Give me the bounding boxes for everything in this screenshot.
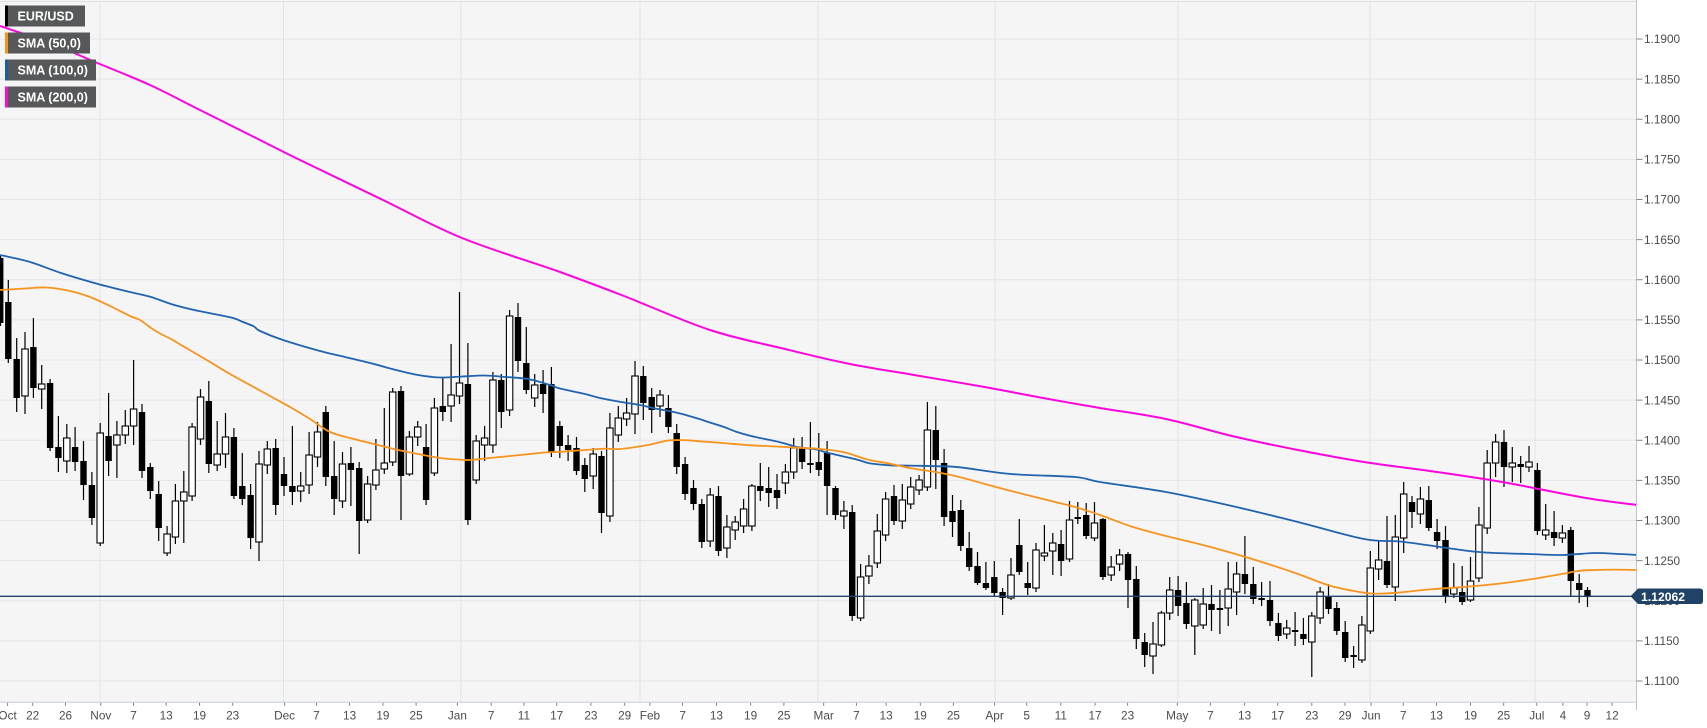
svg-text:17: 17 bbox=[550, 708, 563, 722]
svg-text:23: 23 bbox=[226, 708, 240, 722]
svg-text:4: 4 bbox=[1560, 708, 1567, 722]
svg-text:19: 19 bbox=[744, 708, 757, 722]
svg-text:29: 29 bbox=[618, 708, 631, 722]
svg-text:SMA (50,0): SMA (50,0) bbox=[18, 37, 81, 51]
svg-text:25: 25 bbox=[947, 708, 961, 722]
svg-text:13: 13 bbox=[710, 708, 724, 722]
svg-text:25: 25 bbox=[1497, 708, 1511, 722]
svg-text:Apr: Apr bbox=[985, 708, 1003, 722]
svg-text:Oct: Oct bbox=[0, 708, 17, 722]
svg-text:1.1650: 1.1650 bbox=[1644, 233, 1681, 247]
svg-text:1.12062: 1.12062 bbox=[1641, 590, 1685, 604]
svg-text:25: 25 bbox=[777, 708, 791, 722]
svg-text:Jan: Jan bbox=[448, 708, 467, 722]
svg-text:13: 13 bbox=[880, 708, 894, 722]
svg-text:SMA (100,0): SMA (100,0) bbox=[18, 64, 88, 78]
svg-text:7: 7 bbox=[488, 708, 495, 722]
svg-text:SMA (200,0): SMA (200,0) bbox=[18, 91, 88, 105]
svg-text:1.1250: 1.1250 bbox=[1644, 554, 1681, 568]
svg-text:17: 17 bbox=[1088, 708, 1101, 722]
svg-text:23: 23 bbox=[584, 708, 598, 722]
svg-text:7: 7 bbox=[679, 708, 686, 722]
svg-text:Mar: Mar bbox=[814, 708, 834, 722]
svg-text:11: 11 bbox=[1055, 708, 1067, 722]
svg-text:1.1750: 1.1750 bbox=[1644, 153, 1681, 167]
svg-text:7: 7 bbox=[313, 708, 320, 722]
svg-text:Nov: Nov bbox=[90, 708, 111, 722]
svg-text:5: 5 bbox=[1023, 708, 1030, 722]
svg-text:7: 7 bbox=[853, 708, 860, 722]
svg-text:13: 13 bbox=[1238, 708, 1252, 722]
svg-text:1.1100: 1.1100 bbox=[1644, 674, 1680, 688]
svg-text:19: 19 bbox=[376, 708, 389, 722]
svg-text:13: 13 bbox=[343, 708, 357, 722]
svg-text:1.1300: 1.1300 bbox=[1644, 514, 1681, 528]
svg-text:May: May bbox=[1166, 708, 1188, 722]
svg-text:Jul: Jul bbox=[1529, 708, 1544, 722]
svg-text:1.1400: 1.1400 bbox=[1644, 434, 1681, 448]
svg-text:23: 23 bbox=[1121, 708, 1135, 722]
svg-text:19: 19 bbox=[914, 708, 927, 722]
svg-text:1.1550: 1.1550 bbox=[1644, 313, 1681, 327]
svg-text:19: 19 bbox=[193, 708, 206, 722]
svg-text:19: 19 bbox=[1464, 708, 1477, 722]
svg-text:13: 13 bbox=[1430, 708, 1444, 722]
svg-text:12: 12 bbox=[1606, 708, 1619, 722]
svg-text:1.1450: 1.1450 bbox=[1644, 393, 1681, 407]
svg-text:1.1350: 1.1350 bbox=[1644, 474, 1681, 488]
svg-text:13: 13 bbox=[160, 708, 174, 722]
svg-text:7: 7 bbox=[1400, 708, 1407, 722]
svg-text:1.1150: 1.1150 bbox=[1644, 634, 1680, 648]
svg-text:1.1800: 1.1800 bbox=[1644, 113, 1681, 127]
svg-text:Dec: Dec bbox=[274, 708, 295, 722]
svg-text:1.1900: 1.1900 bbox=[1644, 32, 1681, 46]
svg-text:29: 29 bbox=[1338, 708, 1351, 722]
svg-text:11: 11 bbox=[518, 708, 530, 722]
svg-text:EUR/USD: EUR/USD bbox=[18, 10, 74, 24]
svg-text:1.1700: 1.1700 bbox=[1644, 193, 1681, 207]
svg-text:26: 26 bbox=[59, 708, 73, 722]
svg-text:7: 7 bbox=[1207, 708, 1214, 722]
svg-text:1.1850: 1.1850 bbox=[1644, 72, 1681, 86]
svg-text:9: 9 bbox=[1584, 708, 1591, 722]
svg-text:Jun: Jun bbox=[1362, 708, 1381, 722]
svg-text:22: 22 bbox=[26, 708, 39, 722]
svg-text:23: 23 bbox=[1305, 708, 1319, 722]
svg-text:Feb: Feb bbox=[640, 708, 661, 722]
svg-text:17: 17 bbox=[1271, 708, 1284, 722]
svg-text:25: 25 bbox=[410, 708, 424, 722]
svg-text:1.1600: 1.1600 bbox=[1644, 273, 1681, 287]
svg-text:1.1500: 1.1500 bbox=[1644, 353, 1681, 367]
svg-text:7: 7 bbox=[130, 708, 137, 722]
